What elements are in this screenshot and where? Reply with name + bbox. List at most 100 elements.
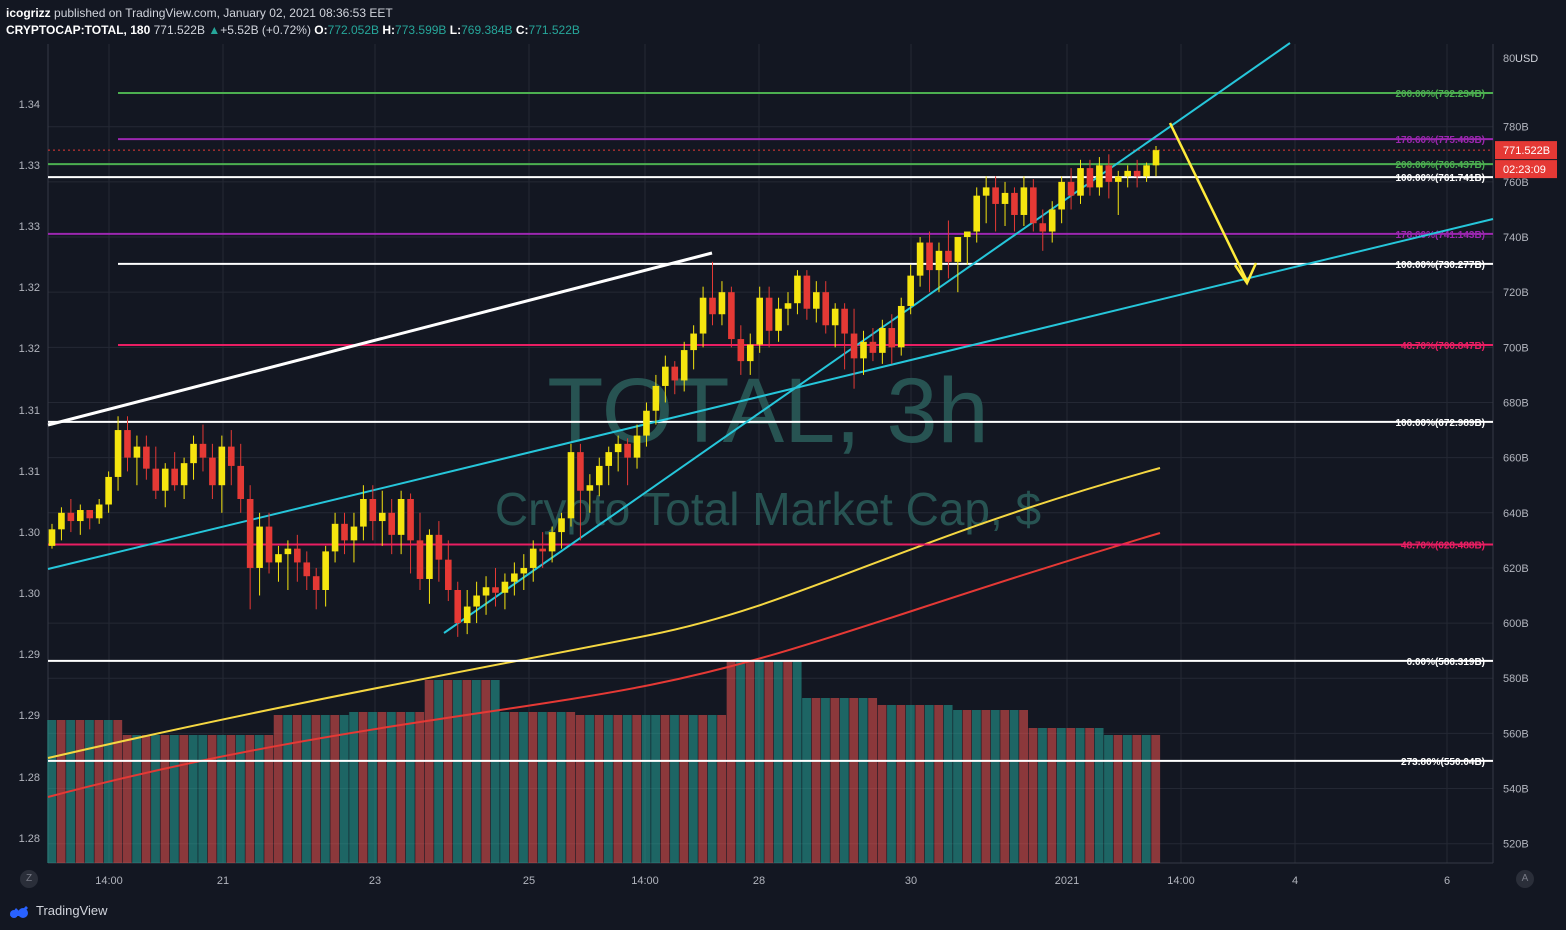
volume-bar	[320, 715, 330, 863]
candle-body	[388, 512, 395, 535]
volume-bar	[207, 735, 217, 863]
left-axis-tick: 1.32	[19, 282, 40, 294]
projection-arrow-line	[1168, 122, 1249, 282]
time-axis-tick: 21	[217, 875, 229, 887]
volume-bar	[566, 712, 576, 863]
auto-scale-left-button[interactable]: Z	[20, 870, 38, 888]
candle-body	[218, 446, 226, 486]
fib-level-label: 100.00%(761.741B)	[1395, 173, 1485, 184]
candle-body	[1039, 223, 1047, 232]
volume-bar	[339, 715, 349, 863]
candle-body	[511, 573, 518, 582]
right-axis-tick: 680B	[1503, 397, 1529, 409]
volume-bar	[179, 735, 189, 863]
right-axis-tick: 640B	[1503, 508, 1529, 520]
time-axis-tick: 2021	[1055, 875, 1079, 887]
left-axis-tick: 1.28	[19, 772, 40, 784]
volume-bar	[358, 712, 368, 863]
candle-body	[643, 410, 650, 436]
volume-bar	[481, 680, 491, 863]
volume-bar	[1000, 710, 1010, 863]
low-value: 769.384B	[461, 23, 513, 37]
candle-body	[1011, 192, 1018, 215]
fib-level-label: 48.70%(700.847B)	[1401, 341, 1485, 352]
candle-body	[897, 305, 905, 348]
candle-body	[813, 292, 820, 309]
candle-body	[907, 275, 914, 306]
time-axis-tick: 6	[1444, 875, 1450, 887]
volume-bar	[396, 712, 406, 863]
left-axis-tick: 1.30	[19, 527, 40, 539]
chart-canvas[interactable]: TOTAL, 3h Crypto Total Market Cap, $ 200…	[0, 0, 1566, 895]
fib-level-label: 200.00%(766.437B)	[1395, 160, 1485, 171]
left-price-axis[interactable]: 1.34 1.33 1.33 1.32 1.32 1.31 1.31 1.30 1.30 1.29…	[19, 99, 40, 845]
ema-red-line	[47, 532, 1161, 798]
candle-body	[709, 297, 716, 315]
left-axis-tick: 1.30	[19, 588, 40, 600]
candle-body	[58, 512, 65, 530]
volume-bar	[1113, 735, 1123, 863]
volume-bar	[641, 715, 651, 863]
volume-bar	[1151, 735, 1161, 863]
candle-body	[879, 328, 886, 353]
volume-bar	[113, 720, 123, 863]
volume-bar	[1085, 728, 1095, 863]
fib-level-label: 178.60%(741.143B)	[1395, 230, 1485, 241]
left-axis-tick: 1.31	[19, 405, 40, 417]
volume-bar	[245, 735, 255, 863]
time-axis[interactable]: 14:00 21 23 25 14:00 28 30 2021 14:00 4 6	[95, 875, 1450, 887]
candle-body	[369, 499, 377, 522]
volume-bar	[264, 735, 274, 863]
candle-body	[1105, 165, 1113, 182]
candle-body	[48, 529, 56, 546]
candle-body	[520, 567, 528, 574]
candle-body	[199, 443, 207, 458]
publish-info: icogrizz published on TradingView.com, J…	[6, 6, 393, 20]
auto-scale-button[interactable]: A	[1516, 870, 1534, 888]
right-price-axis[interactable]: 780B 760B 740B 720B 700B 680B 660B 640B 620B 600B…	[1495, 53, 1557, 851]
volume-bar	[707, 715, 717, 863]
low-label: L:	[449, 23, 462, 37]
candle-body	[728, 292, 735, 340]
chart-header: icogrizz published on TradingView.com, J…	[0, 0, 1566, 40]
volume-bar	[519, 712, 528, 863]
candle-body	[95, 504, 103, 519]
candle-body	[482, 587, 490, 596]
candle-body	[586, 485, 594, 491]
volume-bar	[688, 715, 698, 863]
candle-body	[831, 308, 839, 326]
right-axis-tick: 540B	[1503, 784, 1529, 796]
volume-bar	[717, 715, 727, 863]
candle-body	[595, 465, 603, 486]
volume-bar	[698, 715, 708, 863]
symbol-label[interactable]: CRYPTOCAP:TOTAL, 180	[6, 23, 151, 37]
candle-body	[973, 195, 981, 232]
volume-bar	[386, 712, 396, 863]
candle-body	[397, 499, 405, 535]
countdown-badge-text: 02:23:09	[1503, 164, 1546, 176]
volume-bar	[981, 710, 991, 863]
candle-body	[652, 385, 660, 411]
volume-bar	[934, 705, 944, 863]
candle-body	[690, 333, 697, 351]
volume-bar	[896, 705, 906, 863]
candle-body	[1058, 181, 1065, 210]
candle-body	[105, 476, 112, 505]
volume-bar	[585, 715, 594, 863]
candle-body	[1152, 150, 1160, 166]
volume-bar	[962, 710, 972, 863]
volume-bar	[943, 705, 953, 863]
candle-body	[1133, 170, 1141, 177]
candle-body	[954, 237, 962, 262]
candle-body	[114, 430, 122, 477]
candle-body	[803, 275, 811, 309]
candle-body	[124, 430, 131, 458]
author-name[interactable]: icogrizz	[6, 6, 51, 20]
right-axis-tick: 660B	[1503, 453, 1529, 465]
candle-body	[426, 534, 433, 579]
candle-body	[152, 468, 160, 491]
tradingview-logo[interactable]: TradingView	[8, 903, 108, 918]
high-label: H:	[382, 23, 396, 37]
fib-level-label: 0.00%(586.319B)	[1407, 657, 1485, 668]
countdown-badge	[1495, 160, 1557, 179]
